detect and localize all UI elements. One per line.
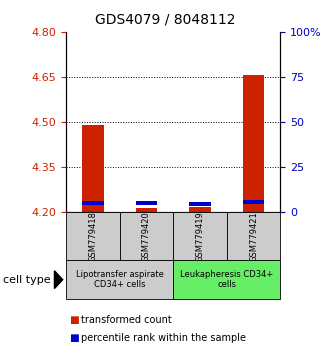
Text: Leukapheresis CD34+
cells: Leukapheresis CD34+ cells <box>180 270 274 289</box>
Bar <box>82 201 104 205</box>
Bar <box>189 207 211 212</box>
Polygon shape <box>54 271 63 289</box>
Bar <box>136 208 157 212</box>
Bar <box>173 260 280 299</box>
Text: GSM779418: GSM779418 <box>88 211 97 262</box>
Text: transformed count: transformed count <box>81 315 172 325</box>
Bar <box>66 212 119 260</box>
Bar <box>119 212 173 260</box>
Text: percentile rank within the sample: percentile rank within the sample <box>81 333 246 343</box>
Text: ■: ■ <box>69 333 79 343</box>
Bar <box>82 125 104 212</box>
Text: Lipotransfer aspirate
CD34+ cells: Lipotransfer aspirate CD34+ cells <box>76 270 164 289</box>
Bar <box>227 212 280 260</box>
Bar <box>173 212 227 260</box>
Text: GSM779419: GSM779419 <box>196 211 205 262</box>
Bar <box>243 75 264 212</box>
Text: GSM779421: GSM779421 <box>249 211 258 262</box>
Text: cell type: cell type <box>3 275 51 285</box>
Text: ■: ■ <box>69 315 79 325</box>
Bar <box>66 260 173 299</box>
Bar <box>243 200 264 204</box>
Text: GDS4079 / 8048112: GDS4079 / 8048112 <box>95 12 235 27</box>
Bar <box>136 201 157 205</box>
Text: GSM779420: GSM779420 <box>142 211 151 262</box>
Bar <box>189 202 211 206</box>
